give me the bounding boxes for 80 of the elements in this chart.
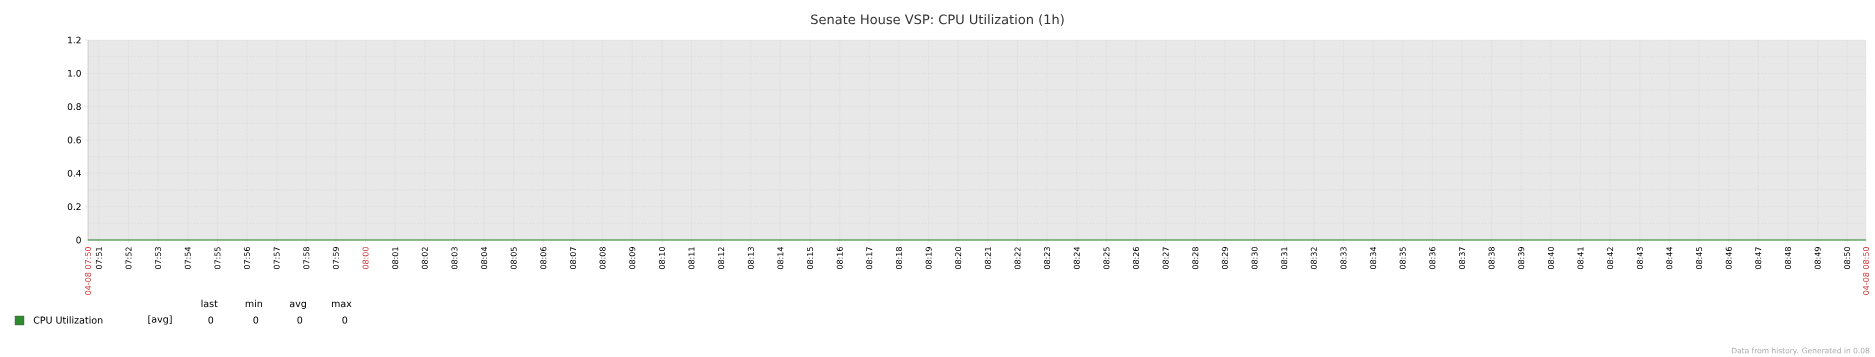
- chart-title: Senate House VSP: CPU Utilization (1h): [811, 14, 1064, 26]
- x-tick-label: 08:32: [1310, 247, 1317, 270]
- x-tick-label: 08:46: [1725, 247, 1732, 270]
- x-tick-label: 08:23: [1044, 247, 1051, 270]
- y-tick-label: 1.0: [68, 69, 81, 77]
- x-tick-label: 08:39: [1518, 247, 1525, 270]
- y-tick-label: 0.6: [67, 136, 81, 144]
- x-tick-label: 08:25: [1103, 247, 1110, 270]
- y-tick-label: 0.2: [67, 203, 81, 211]
- x-tick-label: 08:09: [629, 247, 636, 270]
- x-tick-label: 08:50: [1844, 247, 1851, 270]
- x-tick-label: 07:56: [243, 247, 250, 270]
- text: 0: [253, 316, 259, 324]
- x-tick-label: 08:15: [807, 247, 814, 270]
- x-tick-label: 08:20: [955, 247, 962, 270]
- x-tick-label: 07:53: [155, 247, 162, 270]
- x-tick-label: 08:37: [1459, 247, 1466, 270]
- x-tick-label: 08:40: [1547, 247, 1554, 270]
- x-tick-label: 08:26: [1132, 247, 1139, 270]
- x-tick-label: 08:34: [1370, 246, 1377, 270]
- x-tick-label: 08:36: [1429, 247, 1436, 270]
- x-tick-label: 07:55: [214, 247, 221, 270]
- legend-label: CPU Utilization: [33, 316, 103, 324]
- x-tick-label: 08:12: [718, 247, 725, 270]
- x-tick-label: 08:41: [1577, 247, 1584, 270]
- x-tick-label: 08:49: [1814, 247, 1821, 270]
- x-tick-label: 07:51: [95, 247, 102, 270]
- x-tick-label: 08:21: [984, 247, 991, 270]
- text: 0: [208, 316, 214, 324]
- x-tick-label: 08:28: [1192, 247, 1199, 270]
- x-tick-label: 08:27: [1162, 247, 1169, 270]
- x-tick-label: 08:16: [836, 247, 843, 270]
- x-tick-label: 08:02: [421, 247, 428, 270]
- x-tick-label: 08:29: [1221, 247, 1228, 270]
- x-tick-label: 08:33: [1340, 247, 1347, 270]
- x-tick-label: 08:35: [1399, 247, 1406, 270]
- x-tick-label: 08:30: [1251, 247, 1258, 270]
- x-tick-label: 08:05: [510, 247, 517, 270]
- x-tick-label: 08:43: [1636, 247, 1643, 270]
- x-tick-label: 08:38: [1488, 247, 1495, 270]
- text: 0: [342, 316, 348, 324]
- x-tick-label: 08:08: [599, 247, 606, 270]
- x-tick-label: 07:57: [273, 247, 280, 270]
- x-tick-label: 07:59: [332, 247, 339, 270]
- y-tick-label: 0.4: [67, 169, 81, 177]
- x-tick-label: 08:19: [925, 247, 932, 270]
- x-tick-label: 07:54: [184, 246, 191, 270]
- x-tick-label: 08:45: [1696, 247, 1703, 270]
- x-tick-label: 04-08 08:50: [1862, 247, 1870, 295]
- x-tick-label: 08:14: [777, 246, 784, 270]
- text: [avg]: [148, 315, 172, 325]
- x-tick-label: 08:17: [866, 247, 873, 270]
- y-tick-label: 0.8: [67, 103, 81, 111]
- x-tick-label: 04-08 07:50: [84, 247, 92, 295]
- x-tick-label: 08:06: [540, 247, 547, 270]
- x-tick-label: 08:07: [570, 247, 577, 270]
- text: min: [245, 299, 263, 307]
- x-tick-label: 08:03: [451, 247, 458, 270]
- text: max: [331, 301, 352, 308]
- x-tick-label: 08:13: [747, 247, 754, 270]
- text: 0: [297, 316, 303, 324]
- x-tick-label: 08:42: [1607, 247, 1614, 270]
- y-tick-label: 1.2: [68, 36, 81, 44]
- x-tick-label: 08:10: [658, 247, 665, 270]
- x-tick-label: 08:31: [1281, 247, 1288, 270]
- x-tick-label: 07:52: [125, 247, 132, 270]
- x-tick-label: 08:48: [1784, 247, 1791, 270]
- x-tick-label: 08:47: [1755, 247, 1762, 270]
- text: last: [201, 299, 218, 308]
- x-tick-label: 07:58: [303, 247, 310, 270]
- x-tick-label: 08:01: [392, 247, 399, 270]
- text: avg: [289, 301, 306, 309]
- x-tick-label: 08:04: [481, 246, 488, 270]
- x-tick-label: 08:11: [688, 247, 695, 270]
- x-tick-label: 08:18: [895, 247, 902, 270]
- y-tick-label: 0: [76, 236, 81, 244]
- x-tick-label: 08:00: [362, 247, 369, 270]
- x-tick-label: 08:22: [1014, 247, 1021, 270]
- x-tick-label: 08:24: [1073, 246, 1080, 270]
- x-tick-label: 08:44: [1666, 246, 1673, 270]
